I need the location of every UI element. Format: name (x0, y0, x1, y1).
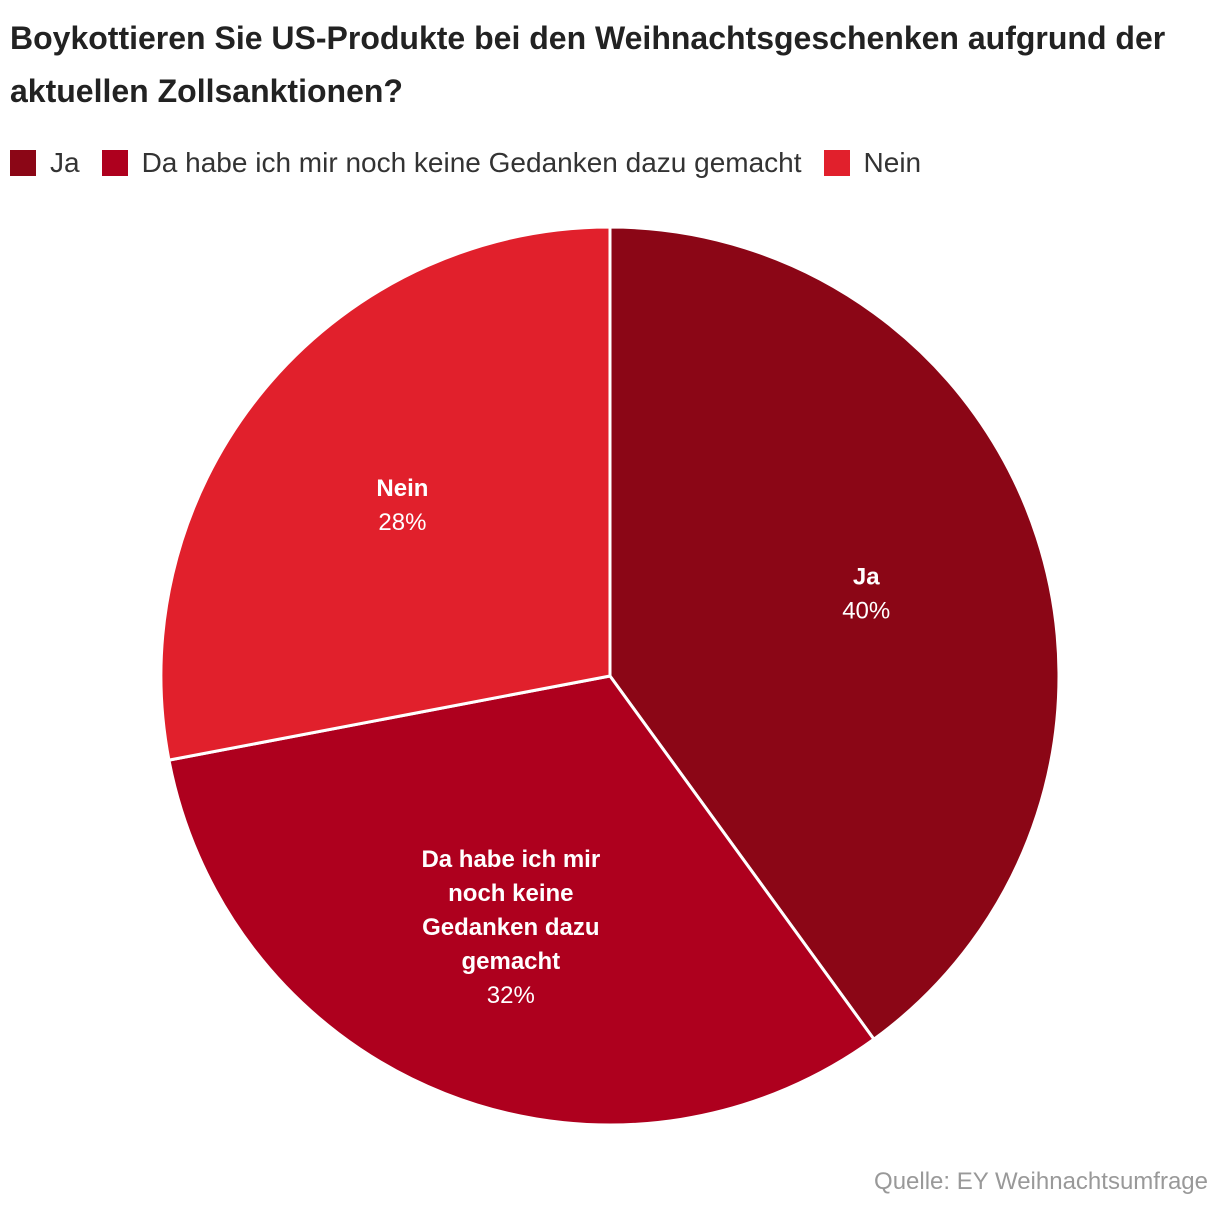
legend-label-ja: Ja (50, 147, 80, 178)
slice-label-ja: Ja 40% (842, 563, 890, 624)
slice-value-label: 28% (378, 509, 426, 536)
slice-label-line: Da habe ich mir (421, 846, 600, 873)
pie-slice-nein (159, 225, 612, 762)
legend-label-nein: Nein (863, 147, 922, 178)
slice-label-line: Nein (376, 475, 428, 502)
slice-value-label: 32% (487, 982, 535, 1009)
pie-chart: Ja 40% Da habe ich mir noch keine Gedanken d… (159, 225, 1061, 1127)
legend-label-keine-gedanken: Da habe ich mir noch keine Gedanken dazu… (141, 147, 802, 178)
legend-item-ja: Ja (10, 147, 80, 179)
legend-swatch-keine-gedanken (101, 150, 128, 176)
source-note: Quelle: EY Weihnachtsumfrage (874, 1168, 1208, 1195)
chart-title: Boykottieren Sie US-Produkte bei den Wei… (10, 20, 1166, 109)
pie-slice-keine-gedanken (167, 674, 876, 1127)
legend-item-keine-gedanken: Da habe ich mir noch keine Gedanken dazu… (101, 147, 802, 179)
slice-label-line: noch keine (448, 880, 573, 907)
slice-label-nein: Nein 28% (376, 475, 428, 536)
slice-label-line: Ja (853, 563, 880, 590)
legend-item-nein: Nein (823, 147, 922, 179)
slice-label-line: Gedanken dazu (422, 914, 599, 941)
pie-slice-ja (608, 225, 1061, 1041)
legend: Ja Da habe ich mir noch keine Gedanken d… (10, 143, 943, 183)
slice-label-keine-gedanken: Da habe ich mir noch keine Gedanken dazu ge… (421, 846, 600, 1009)
legend-swatch-ja (10, 150, 36, 176)
chart-area: Ja 40% Da habe ich mir noch keine Gedanken d… (0, 200, 1220, 1160)
slice-label-line: gemacht (461, 948, 560, 975)
slice-value-label: 40% (842, 597, 890, 624)
legend-swatch-nein (823, 150, 850, 176)
